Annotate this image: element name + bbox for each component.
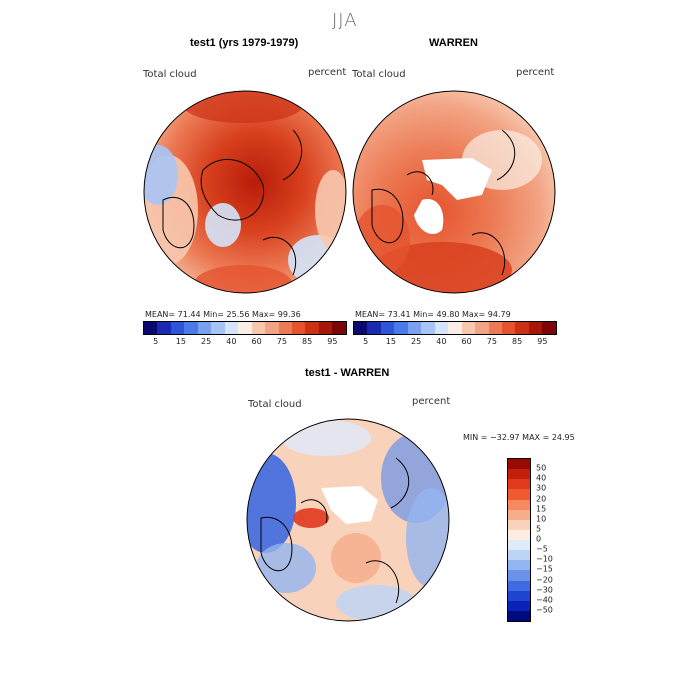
- colorbar-swatch: [394, 322, 408, 334]
- colorbar-tick-label: 40: [226, 337, 237, 346]
- colorbar-swatch: [211, 322, 225, 334]
- colorbar-swatch: [380, 322, 395, 334]
- panel2-colorbar: [353, 321, 557, 335]
- colorbar-swatch: [434, 322, 449, 334]
- colorbar-tick-label: 5: [153, 337, 159, 346]
- panel1-colorbar-ticks: 5 15 25 40 60 75 85 95: [143, 337, 345, 347]
- panel2-colorbar-ticks: 5 15 25 40 60 75 85 95: [353, 337, 555, 347]
- colorbar-tick-label: 60: [251, 337, 262, 346]
- colorbar-swatch: [251, 322, 266, 334]
- colorbar-tick-label: 75: [276, 337, 287, 346]
- colorbar-swatch: [528, 322, 543, 334]
- colorbar-tick-label: −5: [536, 544, 548, 554]
- panel3-title: test1 - WARREN: [305, 367, 390, 379]
- colorbar-swatch: [238, 322, 252, 334]
- colorbar-swatch: [508, 550, 530, 561]
- colorbar-swatch: [508, 459, 530, 470]
- colorbar-swatch: [508, 479, 530, 490]
- colorbar-swatch: [265, 322, 279, 334]
- colorbar-tick-label: 25: [201, 337, 212, 346]
- colorbar-swatch: [515, 322, 529, 334]
- colorbar-tick-label: −20: [536, 575, 553, 584]
- colorbar-tick-label: 60: [461, 337, 472, 346]
- colorbar-swatch: [224, 322, 239, 334]
- colorbar-tick-label: 85: [512, 337, 523, 346]
- colorbar-swatch: [318, 322, 333, 334]
- panel2-map: [352, 90, 556, 294]
- panel3-colorbar: [507, 458, 531, 622]
- panel2-stats: MEAN= 73.41 Min= 49.80 Max= 94.79: [355, 310, 511, 319]
- colorbar-tick-label: 85: [302, 337, 313, 346]
- colorbar-swatch: [305, 322, 319, 334]
- colorbar-swatch: [278, 322, 292, 334]
- panel1-title: test1 (yrs 1979-1979): [190, 37, 299, 49]
- colorbar-tick-label: 5: [363, 337, 369, 346]
- colorbar-tick-label: 50: [536, 463, 547, 473]
- panel3-variable-label: Total cloud: [248, 399, 302, 410]
- panel3-colorbar-ticks: 50 40 30 20 15 10 5 0 −5 −10 −15 −20 −30 −40 −50: [536, 458, 576, 620]
- colorbar-swatch: [488, 322, 502, 334]
- colorbar-swatch: [508, 600, 530, 611]
- colorbar-swatch: [421, 322, 435, 334]
- colorbar-tick-label: 20: [536, 494, 547, 503]
- colorbar-tick-label: 15: [175, 337, 186, 346]
- main-title: JJA: [332, 10, 358, 31]
- colorbar-swatch: [197, 322, 212, 334]
- colorbar-tick-label: 0: [536, 534, 542, 544]
- colorbar-tick-label: −15: [536, 564, 553, 574]
- colorbar-swatch: [184, 322, 198, 334]
- colorbar-tick-label: 30: [536, 483, 547, 493]
- colorbar-tick-label: −50: [536, 605, 553, 615]
- colorbar-tick-label: 95: [537, 337, 548, 346]
- colorbar-swatch: [508, 529, 530, 540]
- panel1-unit-label: percent: [308, 67, 347, 78]
- colorbar-swatch: [475, 322, 489, 334]
- colorbar-swatch: [508, 580, 530, 591]
- panel1-map: [143, 90, 347, 294]
- colorbar-swatch: [508, 469, 530, 480]
- panel1-stats: MEAN= 71.44 Min= 25.56 Max= 99.36: [145, 310, 301, 319]
- colorbar-swatch: [407, 322, 422, 334]
- colorbar-tick-label: 40: [536, 473, 547, 483]
- colorbar-swatch: [508, 570, 530, 581]
- colorbar-swatch: [367, 322, 381, 334]
- colorbar-swatch: [508, 509, 530, 520]
- panel1-colorbar: [143, 321, 347, 335]
- colorbar-swatch: [332, 322, 346, 334]
- colorbar-tick-label: −40: [536, 595, 553, 605]
- colorbar-tick-label: 10: [536, 514, 547, 524]
- colorbar-tick-label: −10: [536, 554, 553, 564]
- colorbar-tick-label: 40: [436, 337, 447, 346]
- panel2-title: WARREN: [429, 37, 478, 49]
- colorbar-swatch: [508, 540, 530, 551]
- colorbar-swatch: [448, 322, 462, 334]
- colorbar-swatch: [461, 322, 476, 334]
- colorbar-swatch: [508, 499, 530, 510]
- panel3-map: [246, 418, 450, 622]
- panel3-stats: MIN = −32.97 MAX = 24.95: [463, 433, 575, 442]
- panel2-variable-label: Total cloud: [352, 69, 406, 80]
- colorbar-swatch: [508, 560, 530, 571]
- colorbar-swatch: [354, 322, 368, 334]
- colorbar-swatch: [157, 322, 171, 334]
- panel1-variable-label: Total cloud: [143, 69, 197, 80]
- colorbar-tick-label: 75: [486, 337, 497, 346]
- colorbar-tick-label: 5: [536, 524, 542, 534]
- colorbar-tick-label: −30: [536, 585, 553, 595]
- colorbar-swatch: [501, 322, 516, 334]
- colorbar-swatch: [291, 322, 306, 334]
- colorbar-tick-label: 25: [411, 337, 422, 346]
- colorbar-tick-label: 15: [536, 504, 547, 514]
- panel3-unit-label: percent: [412, 396, 451, 407]
- colorbar-swatch: [144, 322, 158, 334]
- colorbar-tick-label: 95: [327, 337, 338, 346]
- colorbar-swatch: [508, 519, 530, 530]
- colorbar-swatch: [170, 322, 185, 334]
- colorbar-swatch: [508, 590, 530, 601]
- panel2-unit-label: percent: [516, 67, 555, 78]
- colorbar-tick-label: 15: [385, 337, 396, 346]
- colorbar-swatch: [508, 489, 530, 500]
- colorbar-swatch: [542, 322, 556, 334]
- colorbar-swatch: [508, 610, 530, 621]
